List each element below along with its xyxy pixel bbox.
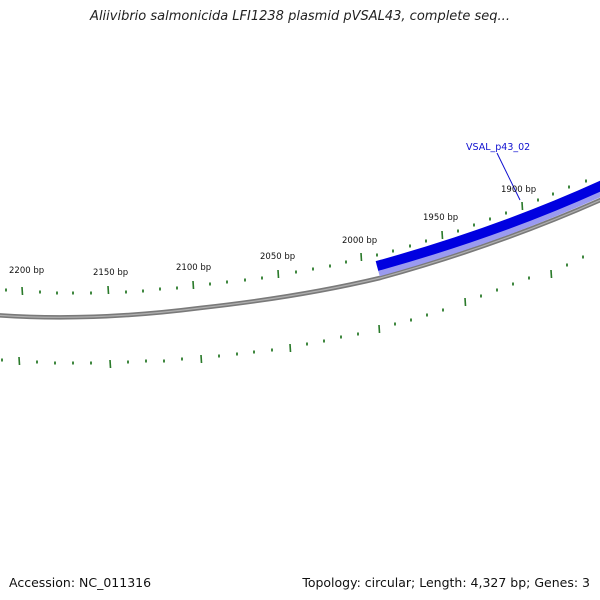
- gene-label-leader: [496, 152, 521, 201]
- tick-label-1: 1950 bp: [423, 213, 458, 223]
- outer-tick-21: [360, 252, 363, 262]
- inner-tick-11: [200, 354, 203, 364]
- plasmid-backbone-highlight: [0, 199, 600, 318]
- outer-tick-31: [521, 201, 524, 211]
- tick-label-3: 2050 bp: [260, 252, 295, 262]
- inner-tick-26: [464, 297, 467, 307]
- tick-label-0: 1900 bp: [501, 185, 536, 195]
- outer-tick-ring: [5, 179, 587, 296]
- tick-labels: 1900 bp 1950 bp 2000 bp 2050 bp 2100 bp 2150 …: [9, 185, 536, 278]
- tick-label-5: 2150 bp: [93, 268, 128, 278]
- outer-tick-16: [277, 269, 280, 279]
- outer-tick-26: [441, 230, 444, 240]
- accession-text: Accession: NC_011316: [9, 575, 152, 590]
- outer-tick-6: [107, 285, 110, 295]
- inner-tick-1: [18, 356, 21, 366]
- gene-feature-vsal-p43-02[interactable]: [375, 180, 600, 271]
- topology-summary: Topology: circular; Length: 4,327 bp; Ge…: [302, 575, 590, 590]
- tick-label-6: 2200 bp: [9, 266, 44, 276]
- inner-tick-16: [289, 343, 292, 353]
- map-title: Aliivibrio salmonicida LFI1238 plasmid p…: [90, 9, 510, 24]
- inner-tick-6: [109, 359, 112, 369]
- tick-label-4: 2100 bp: [176, 263, 211, 273]
- inner-tick-ring: [1, 255, 584, 369]
- tick-label-2: 2000 bp: [342, 236, 377, 246]
- plasmid-backbone: [0, 197, 600, 320]
- inner-tick-31: [550, 269, 553, 279]
- inner-tick-21: [378, 324, 381, 334]
- gene-label-vsal-p43-02[interactable]: VSAL_p43_02: [466, 142, 530, 153]
- outer-tick-11: [192, 280, 195, 290]
- outer-tick-1: [21, 286, 24, 296]
